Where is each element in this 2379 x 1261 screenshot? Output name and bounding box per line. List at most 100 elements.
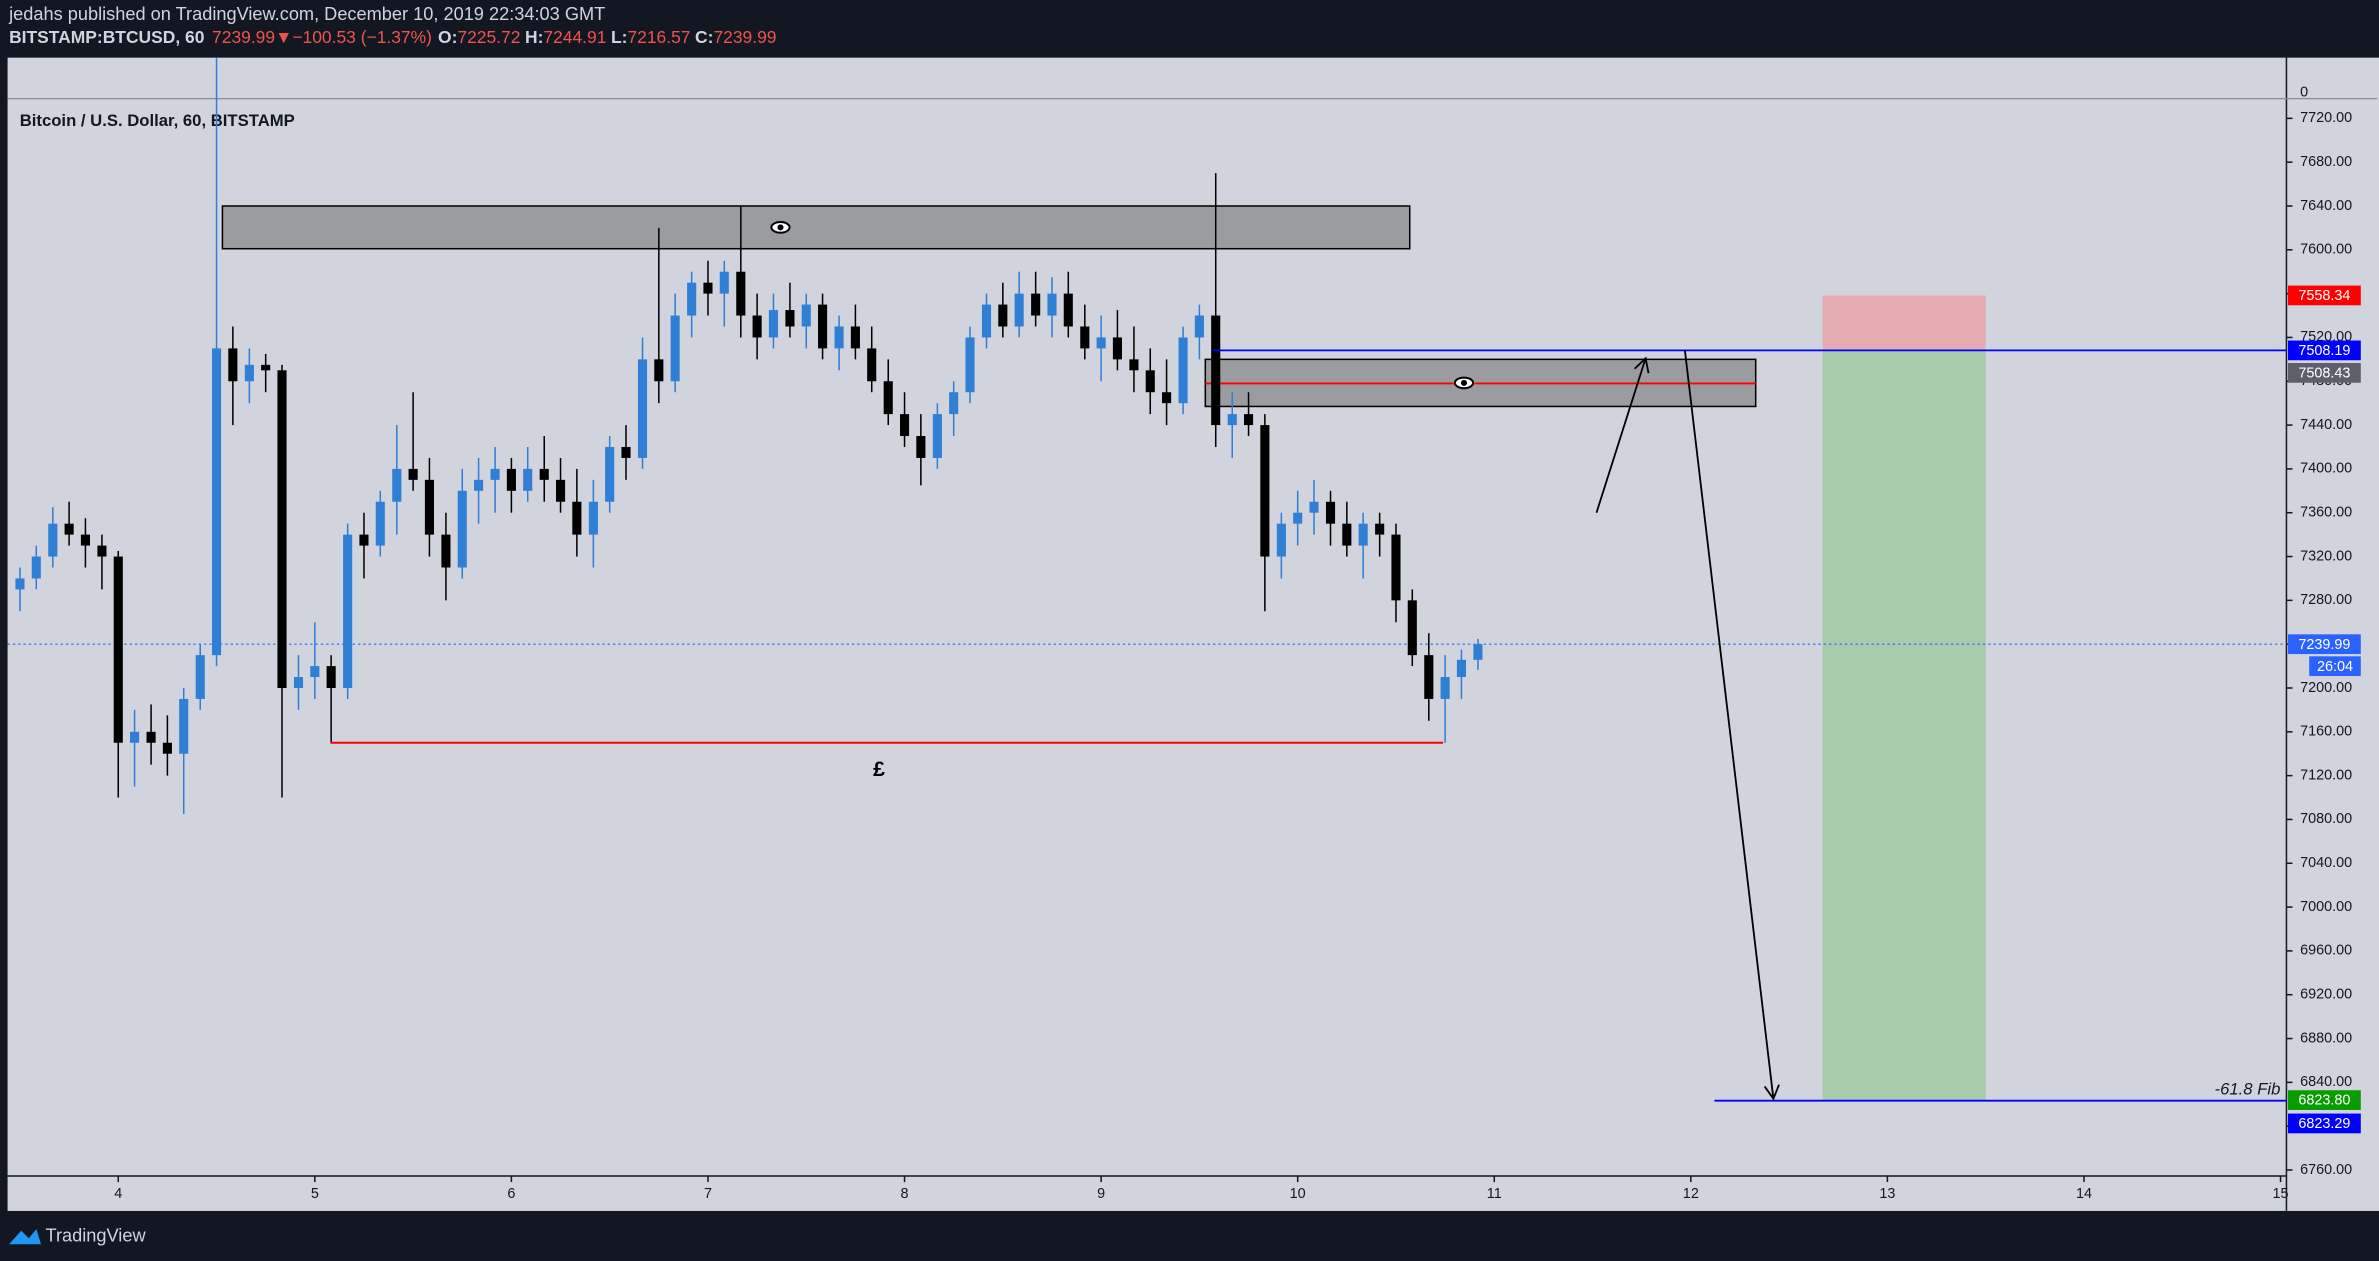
target-zone [1822, 350, 1986, 1101]
change: −100.53 (−1.37%) [292, 27, 432, 47]
candle-body [80, 534, 90, 546]
candle-body [375, 501, 385, 546]
candle-body [736, 271, 746, 316]
candle-body [1063, 293, 1073, 327]
price-tag-label: 7239.99 [2298, 637, 2350, 653]
candle-body [48, 523, 58, 557]
x-tick-label: 6 [507, 1186, 515, 1202]
candle-body [326, 666, 336, 688]
price-tag-label: 7508.43 [2298, 365, 2350, 381]
candle-body [179, 698, 189, 754]
low: 7216.57 [627, 27, 690, 47]
candle-body [113, 556, 123, 743]
close: 7239.99 [713, 27, 776, 47]
candle-body [1243, 414, 1254, 426]
price-axis [2286, 57, 2379, 1211]
candle-body [998, 304, 1008, 327]
countdown: 26:04 [2317, 659, 2353, 675]
publisher: jedahs published on TradingView.com, Dec… [8, 4, 605, 24]
countdown-tag [2309, 656, 2361, 677]
fib-level-label: 0 [2300, 84, 2308, 100]
arrow [1684, 350, 1775, 1099]
arrow [1595, 357, 1647, 513]
brand: TradingView [46, 1226, 147, 1246]
open: 7225.72 [457, 27, 520, 47]
y-tick-label: 7000.00 [2300, 899, 2352, 915]
zone [221, 205, 1411, 250]
symbol-line: BITSTAMP:BTCUSD, 60 7239.99▼−100.53 (−1.3… [9, 27, 776, 47]
candle-body [981, 304, 992, 338]
candle-body [1375, 523, 1385, 535]
ohlc-label: L: [611, 27, 627, 47]
y-tick-label: 7640.00 [2300, 198, 2352, 214]
eye-pupil [777, 224, 784, 231]
candle-body [916, 436, 926, 458]
candle-body [1227, 414, 1237, 426]
high: 7244.91 [543, 27, 606, 47]
candle-body [195, 655, 205, 699]
candle-body [637, 359, 648, 458]
candle-body [1145, 370, 1155, 393]
x-tick-label: 14 [2076, 1186, 2092, 1202]
candle-body [605, 446, 615, 502]
candle-body [834, 326, 844, 349]
candle-body [621, 446, 631, 458]
y-tick-label: 7200.00 [2300, 680, 2352, 696]
symbol: BITSTAMP:BTCUSD, 60 [9, 27, 204, 47]
candle-body [1473, 644, 1483, 660]
candle-body [97, 545, 107, 557]
x-tick-label: 15 [2273, 1186, 2289, 1202]
x-tick-label: 10 [1290, 1186, 1306, 1202]
candle-body [883, 381, 893, 415]
y-tick-label: 6840.00 [2300, 1074, 2352, 1090]
candle-body [277, 370, 287, 688]
candle-body [506, 468, 516, 491]
candle-body [850, 326, 860, 349]
candle-body [359, 534, 369, 546]
candle-body [1047, 293, 1057, 316]
stop-zone [1822, 295, 1986, 351]
candle-body [392, 468, 402, 502]
y-tick-label: 7720.00 [2300, 110, 2352, 126]
candle-body [1031, 293, 1041, 316]
price-tag-label: 6823.29 [2298, 1116, 2350, 1132]
candle-body [31, 556, 41, 579]
plot: £ -61.8 Fib [7, 58, 2287, 1102]
last-price: 7239.99 [212, 27, 275, 47]
candle-body [572, 501, 582, 535]
candle-body [1194, 315, 1204, 338]
candle-body [965, 337, 975, 393]
direction: ▼ [275, 27, 292, 47]
x-tick-label: 9 [1097, 1186, 1105, 1202]
candle-body [687, 282, 697, 316]
candle-body [949, 392, 959, 415]
candle-body [1112, 337, 1122, 360]
candle-body [1440, 677, 1450, 699]
price-tag-label: 7558.34 [2298, 288, 2350, 304]
time-axis [7, 1176, 2287, 1211]
candle-body [703, 282, 713, 294]
y-tick-label: 7160.00 [2300, 724, 2352, 740]
price-tag-label: 7508.19 [2298, 343, 2350, 359]
candle-body [441, 534, 451, 568]
candle-body [408, 468, 418, 480]
candle-body [424, 479, 434, 535]
arrow-head [1634, 356, 1650, 374]
candle-body [588, 501, 598, 535]
x-tick-label: 7 [704, 1186, 712, 1202]
candle-body [785, 310, 795, 327]
candle-body [539, 468, 549, 480]
candle-body [1096, 337, 1106, 349]
x-tick-label: 4 [114, 1186, 122, 1202]
candle-body [1424, 655, 1434, 699]
y-tick-label: 7600.00 [2300, 242, 2352, 258]
candle-body [1293, 512, 1303, 524]
candle-body [719, 271, 729, 294]
candle-body [146, 731, 156, 743]
y-tick-label: 7320.00 [2300, 548, 2352, 564]
candle-body [244, 364, 254, 382]
y-tick-label: 7360.00 [2300, 505, 2352, 521]
logo-icon [9, 1229, 41, 1245]
price-tag-label: 6823.80 [2298, 1093, 2350, 1109]
